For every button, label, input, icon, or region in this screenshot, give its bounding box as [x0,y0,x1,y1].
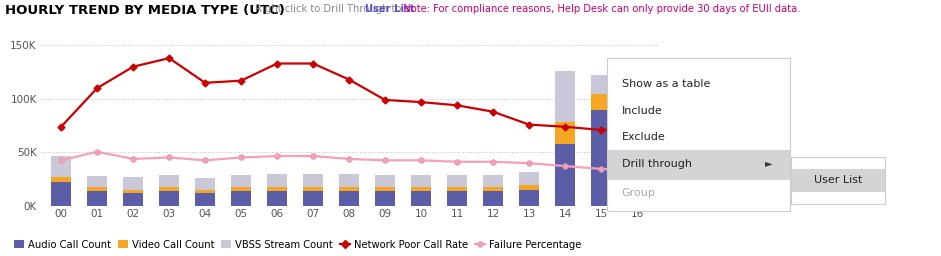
Bar [628,109,647,137]
Bar [484,175,503,187]
Bar [591,75,611,93]
Bar [411,187,431,191]
Bar [591,110,611,206]
Bar [339,187,359,191]
Bar [88,191,107,206]
Text: Group: Group [622,188,656,198]
Bar [628,137,647,150]
Bar [51,183,71,206]
Bar [195,193,215,206]
Bar [484,187,503,191]
Bar [628,150,647,206]
Bar [519,172,539,185]
Text: Note: For compliance reasons, Help Desk can only provide 30 days of EUII data.: Note: For compliance reasons, Help Desk … [397,4,801,14]
Bar [339,191,359,206]
Bar [303,187,323,191]
Bar [555,144,575,206]
Bar [447,187,467,191]
Bar [88,176,107,187]
Bar [555,122,575,144]
Text: HOURLY TREND BY MEDIA TYPE (UTC): HOURLY TREND BY MEDIA TYPE (UTC) [5,4,284,17]
Text: User List: User List [814,175,863,186]
Bar [267,187,287,191]
Text: ►: ► [765,158,773,169]
Bar [195,178,215,190]
Bar [339,174,359,187]
Bar [51,177,71,183]
Text: Right click to Drill Through to: Right click to Drill Through to [249,4,405,14]
Bar [519,185,539,190]
Text: Show as a table: Show as a table [622,79,710,89]
Bar [159,187,179,191]
Bar [267,191,287,206]
Bar [267,174,287,187]
Legend: Audio Call Count, Video Call Count, VBSS Stream Count, Network Poor Call Rate, F: Audio Call Count, Video Call Count, VBSS… [9,236,585,253]
Bar [447,191,467,206]
Bar [447,175,467,187]
Bar [51,156,71,177]
Bar [88,187,107,191]
Bar [375,175,395,187]
Text: Drill through: Drill through [622,158,692,169]
Bar [791,169,885,192]
Bar [555,71,575,122]
Bar [231,191,251,206]
Bar [231,187,251,191]
Bar [607,150,790,180]
Bar [411,175,431,187]
Bar [519,190,539,206]
Bar [375,187,395,191]
Bar [231,175,251,187]
Bar [123,177,143,190]
Bar [303,191,323,206]
Bar [123,193,143,206]
Text: Exclude: Exclude [622,132,665,143]
Bar [411,191,431,206]
Bar [159,175,179,187]
Bar [484,191,503,206]
Text: Include: Include [622,106,662,116]
Bar [591,93,611,110]
Text: User List: User List [365,4,415,14]
Bar [303,174,323,187]
Bar [375,191,395,206]
Bar [159,191,179,206]
Bar [195,190,215,193]
Bar [123,190,143,193]
